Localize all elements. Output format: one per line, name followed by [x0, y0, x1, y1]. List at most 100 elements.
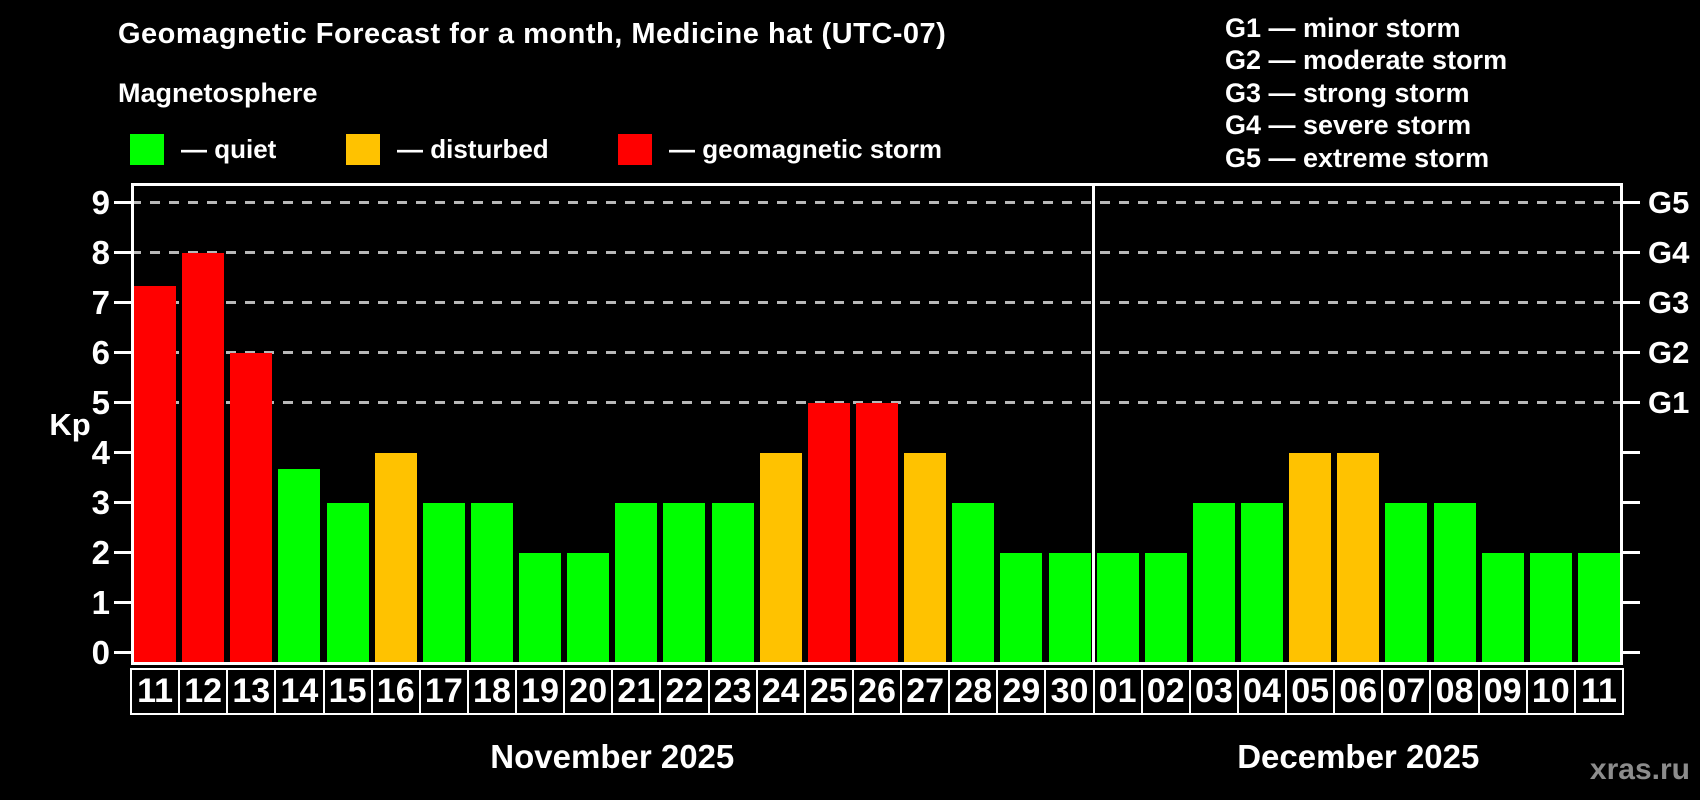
- y-tick-left-7: [114, 301, 131, 304]
- kp-bar-24: [759, 452, 802, 665]
- kp-bar-04: [1241, 502, 1284, 665]
- plot-border-bottom: [131, 662, 1623, 665]
- day-label-18: 18: [466, 668, 518, 715]
- kp-bar-25: [807, 402, 850, 665]
- kp-bar-02: [1144, 552, 1187, 665]
- y-tick-left-8: [114, 251, 131, 254]
- grid-line-kp8: [131, 251, 1623, 254]
- grid-line-kp6: [131, 351, 1623, 354]
- y-axis-title: Kp: [49, 407, 91, 442]
- legend-item-storm: — geomagnetic storm: [618, 133, 942, 165]
- y-tick-label-4: 4: [91, 433, 110, 471]
- kp-bar-07: [1385, 502, 1428, 665]
- y-tick-left-2: [114, 551, 131, 554]
- day-label-21: 21: [611, 668, 662, 715]
- y-tick-label-2: 2: [91, 533, 110, 571]
- legend-item-disturbed: — disturbed: [346, 133, 549, 165]
- day-label-19: 19: [515, 668, 566, 715]
- disturbed-color-swatch: [346, 133, 380, 165]
- kp-bar-11: [134, 286, 177, 665]
- kp-bar-18: [470, 502, 513, 665]
- legend-item-quiet: — quiet: [130, 133, 276, 165]
- day-label-10: 10: [1525, 668, 1576, 715]
- y-tick-left-0: [114, 651, 131, 654]
- kp-bar-01: [1096, 552, 1139, 665]
- kp-bar-12: [182, 252, 225, 665]
- g-scale-label-g2: G2: [1648, 334, 1690, 370]
- day-label-11: 11: [130, 668, 181, 715]
- day-label-17: 17: [418, 668, 469, 715]
- plot-border-top: [131, 183, 1623, 186]
- kp-bar-14: [278, 469, 321, 665]
- kp-bar-09: [1481, 552, 1524, 665]
- plot-border-right: [1620, 183, 1623, 665]
- y-tick-right-6: [1623, 351, 1640, 354]
- g-legend-line-g4: G4 — severe storm: [1225, 110, 1472, 141]
- g-legend-line-g3: G3 — strong storm: [1225, 77, 1470, 108]
- y-tick-left-1: [114, 601, 131, 604]
- day-label-28: 28: [948, 668, 999, 715]
- y-tick-label-7: 7: [91, 283, 110, 321]
- y-tick-right-4: [1623, 451, 1640, 454]
- month-label-0: November 2025: [490, 738, 735, 775]
- day-label-03: 03: [1188, 668, 1239, 715]
- kp-bar-06: [1337, 452, 1380, 665]
- kp-bar-19: [519, 552, 562, 665]
- y-tick-label-1: 1: [91, 583, 110, 621]
- grid-line-kp7: [131, 301, 1623, 304]
- kp-bar-21: [615, 502, 658, 665]
- legend-label-quiet: — quiet: [181, 133, 277, 164]
- kp-bar-16: [374, 452, 417, 665]
- plot-border-left: [131, 183, 134, 665]
- storm-color-swatch: [618, 133, 652, 165]
- y-tick-right-2: [1623, 551, 1640, 554]
- grid-line-kp9: [131, 201, 1623, 204]
- day-label-04: 04: [1236, 668, 1288, 715]
- day-label-14: 14: [274, 668, 325, 715]
- day-label-05: 05: [1285, 668, 1336, 715]
- day-label-23: 23: [707, 668, 758, 715]
- kp-bar-17: [422, 502, 465, 665]
- day-label-09: 09: [1477, 668, 1528, 715]
- quiet-color-swatch: [130, 133, 164, 165]
- day-label-02: 02: [1140, 668, 1191, 715]
- y-tick-label-8: 8: [91, 233, 110, 271]
- day-label-11: 11: [1573, 668, 1624, 715]
- y-tick-right-3: [1623, 501, 1640, 504]
- chart-subtitle: Magnetosphere: [118, 78, 318, 108]
- g-legend-line-g5: G5 — extreme storm: [1225, 142, 1490, 173]
- kp-bar-11: [1577, 552, 1620, 665]
- day-label-26: 26: [851, 668, 903, 715]
- y-tick-label-9: 9: [91, 183, 110, 221]
- month-label-1: December 2025: [1237, 738, 1480, 775]
- day-label-07: 07: [1381, 668, 1432, 715]
- kp-bar-13: [230, 352, 273, 665]
- day-label-12: 12: [178, 668, 229, 715]
- y-tick-right-5: [1623, 401, 1640, 404]
- g-legend-line-g2: G2 — moderate storm: [1225, 45, 1508, 76]
- kp-bar-28: [952, 502, 995, 665]
- g-scale-label-g4: G4: [1648, 234, 1690, 270]
- kp-bar-30: [1048, 552, 1091, 665]
- kp-bar-08: [1433, 502, 1476, 665]
- day-label-30: 30: [1044, 668, 1095, 715]
- kp-bar-05: [1289, 452, 1332, 665]
- day-label-13: 13: [226, 668, 277, 715]
- kp-bar-26: [856, 402, 898, 665]
- g-scale-label-g1: G1: [1648, 384, 1690, 420]
- kp-bar-10: [1529, 552, 1572, 665]
- kp-bar-15: [326, 502, 369, 665]
- y-tick-left-4: [114, 451, 131, 454]
- kp-bar-27: [904, 452, 947, 665]
- y-tick-label-3: 3: [91, 483, 110, 521]
- y-tick-left-3: [114, 501, 131, 504]
- month-separator-line: [1092, 183, 1096, 665]
- kp-bar-22: [663, 502, 706, 665]
- day-label-08: 08: [1429, 668, 1480, 715]
- plot-area: [131, 183, 1623, 665]
- day-label-20: 20: [563, 668, 614, 715]
- y-tick-right-9: [1623, 201, 1640, 204]
- y-tick-right-7: [1623, 301, 1640, 304]
- kp-bar-20: [567, 552, 610, 665]
- day-label-27: 27: [900, 668, 951, 715]
